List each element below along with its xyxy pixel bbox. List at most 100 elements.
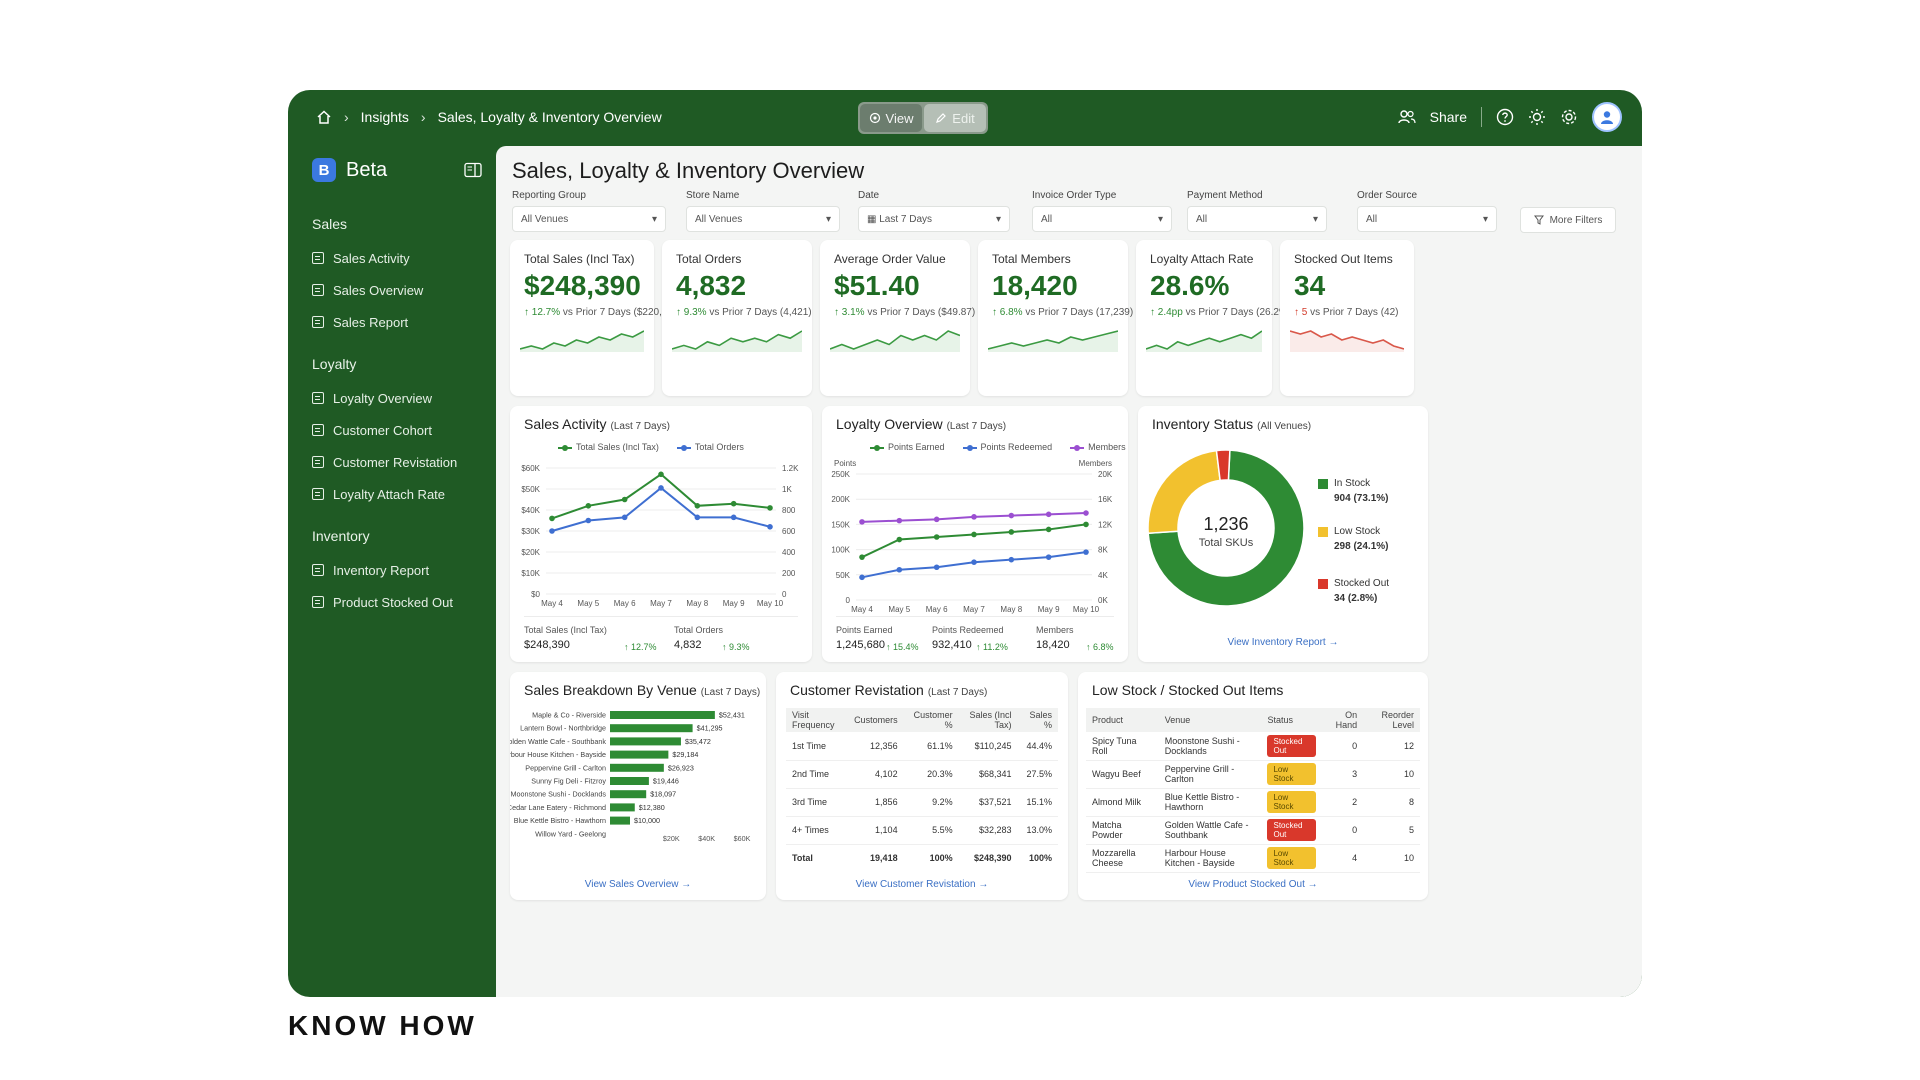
table-cell: 44.4%	[1017, 732, 1058, 761]
low-stock-card: Low Stock / Stocked Out Items Product Ven…	[1078, 672, 1428, 900]
view-product-stocked-out-link[interactable]: View Product Stocked Out →	[1188, 879, 1318, 890]
status-badge: Stocked Out	[1267, 819, 1317, 841]
more-filters-button[interactable]: More Filters	[1520, 207, 1616, 233]
filter-label: Payment Method	[1187, 190, 1263, 201]
legend-value: 298 (24.1%)	[1334, 541, 1389, 552]
filter-store-name: Store Name All Venues ▾	[686, 190, 840, 232]
data-point	[621, 496, 628, 503]
sun-icon[interactable]	[1528, 108, 1546, 126]
view-customer-revistation-link[interactable]: View Customer Revistation →	[855, 879, 989, 890]
table-row[interactable]: Spicy Tuna Roll Moonstone Sushi - Docklan…	[1086, 732, 1420, 761]
filter-value: All Venues	[521, 213, 569, 225]
gear-icon[interactable]	[1560, 108, 1578, 126]
sidebar-item-inventory-report[interactable]: Inventory Report	[312, 554, 482, 586]
share-button[interactable]: Share	[1429, 109, 1467, 125]
filter-select[interactable]: All Venues ▾	[512, 206, 666, 232]
data-point	[585, 517, 592, 524]
kpi-value: 18,420	[992, 270, 1078, 301]
x-tick-label: May 9	[1038, 605, 1060, 614]
filter-select[interactable]: All ▾	[1357, 206, 1497, 232]
kpi-card[interactable]: Total Orders 4,832 ↑ 9.3% vs Prior 7 Day…	[662, 240, 812, 396]
filter-select[interactable]: All ▾	[1032, 206, 1172, 232]
kpi-card[interactable]: Average Order Value $51.40 ↑ 3.1% vs Pri…	[820, 240, 975, 396]
footer-brand: KNOW HOW	[288, 1010, 477, 1041]
card-title-text: Loyalty Overview	[836, 416, 943, 432]
loyalty-overview-card: Loyalty Overview (Last 7 Days) Points Ear…	[822, 406, 1128, 662]
table-cell: Peppervine Grill - Carlton	[1158, 760, 1262, 789]
sidebar-collapse-icon[interactable]	[464, 162, 482, 178]
view-button[interactable]: View	[860, 104, 922, 132]
avatar[interactable]	[1592, 102, 1622, 132]
chevron-down-icon: ▾	[825, 213, 831, 225]
filter-select[interactable]: ▦ Last 7 Days ▾	[858, 206, 1010, 232]
table-row: 3rd Time 1,856 9.2% $37,521 15.1%	[786, 788, 1058, 817]
stat-total-sales: Total Sales (Incl Tax) $248,390 ↑ 12.7%	[524, 625, 657, 652]
table-cell: Total	[792, 853, 813, 864]
column-header: Customers	[848, 708, 904, 732]
chevron-right-icon: ›	[420, 109, 426, 125]
kpi-card[interactable]: Stocked Out Items 34 ↑ 5 vs Prior 7 Days…	[1280, 240, 1414, 396]
y-tick-label-right: 800	[782, 506, 796, 515]
kpi-card[interactable]: Total Members 18,420 ↑ 6.8% vs Prior 7 D…	[978, 240, 1133, 396]
view-sales-overview-link[interactable]: View Sales Overview →	[584, 879, 692, 890]
data-point	[933, 534, 940, 540]
table-cell: 5	[1363, 816, 1420, 845]
y-tick-label-right: 4K	[1098, 571, 1108, 580]
legend-item: In Stock 904 (73.1%)	[1318, 478, 1389, 526]
table-cell: $68,341	[958, 760, 1018, 789]
stat-value: 1,245,680	[836, 639, 885, 651]
stat-label: Points Redeemed	[932, 625, 1004, 635]
table-row[interactable]: Wagyu Beef Peppervine Grill - Carlton Low …	[1086, 760, 1420, 789]
table-cell: 2nd Time	[786, 760, 849, 789]
x-tick-label: May 4	[541, 599, 563, 608]
table-row: 1st Time 12,356 61.1% $110,245 44.4%	[786, 732, 1058, 761]
status-badge: Low Stock	[1267, 847, 1317, 869]
table-row[interactable]: Mozzarella Cheese Harbour House Kitchen -…	[1086, 844, 1420, 873]
filter-value: Last 7 Days	[879, 213, 933, 225]
sidebar-item-sales-activity[interactable]: Sales Activity	[312, 242, 482, 274]
kpi-card[interactable]: Total Sales (Incl Tax) $248,390 ↑ 12.7% …	[510, 240, 682, 396]
sidebar: B Beta Sales Sales Activity Sales Overvi…	[288, 146, 496, 997]
sidebar-item-loyalty-overview[interactable]: Loyalty Overview	[312, 382, 482, 414]
sidebar-item-sales-report[interactable]: Sales Report	[312, 306, 482, 338]
x-tick-label: May 8	[1000, 605, 1022, 614]
filter-value: All	[1196, 213, 1208, 225]
y-tick-label-left: $10K	[521, 569, 540, 578]
bar	[610, 724, 693, 733]
dashboard-window: › Insights › Sales, Loyalty & Inventory …	[288, 90, 1642, 997]
y-tick-label-right: 400	[782, 548, 796, 557]
legend-item: Low Stock 298 (24.1%)	[1318, 526, 1389, 578]
filter-bar: Reporting Group All Venues ▾ Store Name A…	[512, 190, 1628, 234]
sidebar-item-customer-revistation[interactable]: Customer Revistation	[312, 446, 482, 478]
filter-label: Store Name	[686, 190, 740, 201]
filter-select[interactable]: All ▾	[1187, 206, 1327, 232]
sidebar-item-product-stocked-out[interactable]: Product Stocked Out	[312, 586, 482, 618]
y-tick-label-right: 8K	[1098, 546, 1108, 555]
legend-label: Members	[1088, 442, 1126, 452]
report-icon	[312, 424, 324, 436]
bar-category-label: Golden Wattle Cafe - Southbank	[510, 737, 606, 746]
y-tick-label-left: 50K	[836, 571, 851, 580]
brand: B Beta	[312, 158, 387, 182]
table-row[interactable]: Almond Milk Blue Kettle Bistro - Hawthorn…	[1086, 788, 1420, 817]
bar-value-label: $10,000	[634, 816, 660, 825]
kpi-card[interactable]: Loyalty Attach Rate 28.6% ↑ 2.4pp vs Pri…	[1136, 240, 1291, 396]
y-tick-label-left: $20K	[521, 548, 540, 557]
edit-button[interactable]: Edit	[924, 104, 986, 132]
table-row[interactable]: Matcha Powder Golden Wattle Cafe - Southb…	[1086, 816, 1420, 845]
home-icon[interactable]	[316, 109, 332, 125]
bar-value-label: $19,446	[653, 777, 679, 786]
sidebar-item-loyalty-attach-rate[interactable]: Loyalty Attach Rate	[312, 478, 482, 510]
filter-label: Order Source	[1357, 190, 1418, 201]
breadcrumb-insights[interactable]: Insights	[360, 109, 409, 125]
table-cell: Matcha Powder	[1086, 816, 1159, 845]
sidebar-item-customer-cohort[interactable]: Customer Cohort	[312, 414, 482, 446]
y-tick-label-right: 600	[782, 527, 796, 536]
help-icon[interactable]	[1496, 108, 1514, 126]
data-point	[933, 564, 940, 571]
sidebar-item-sales-overview[interactable]: Sales Overview	[312, 274, 482, 306]
filter-select[interactable]: All Venues ▾	[686, 206, 840, 232]
y-tick-label-right: 0K	[1098, 596, 1108, 605]
data-point	[621, 514, 628, 521]
view-inventory-report-link[interactable]: View Inventory Report →	[1227, 637, 1339, 648]
